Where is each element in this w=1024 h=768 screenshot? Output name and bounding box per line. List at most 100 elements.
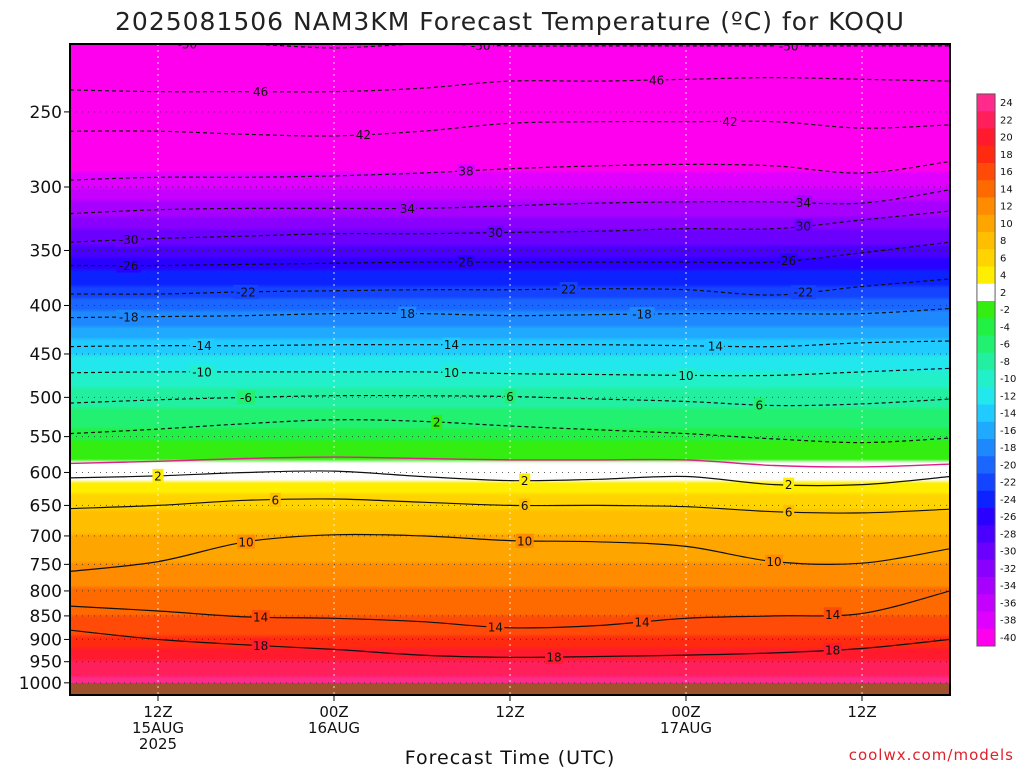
y-tick-label: 750	[30, 555, 62, 575]
y-tick-label: 300	[30, 178, 62, 198]
colorbar-swatch	[977, 283, 995, 302]
colorbar-label: -24	[1000, 495, 1016, 506]
y-tick-label: 900	[30, 630, 62, 650]
contour-label-bg	[794, 218, 813, 233]
colorbar-label: 6	[1000, 253, 1006, 264]
contour-label-bg	[790, 285, 816, 300]
colorbar-label: 22	[1000, 115, 1013, 126]
contour-label-bg	[468, 44, 494, 53]
colorbar-outline	[976, 93, 996, 647]
contour-label-bg	[116, 232, 142, 247]
colorbar-swatch	[977, 352, 995, 371]
contour-label: 6	[506, 390, 514, 404]
x-tick-label: 2025	[139, 735, 177, 753]
x-axis-label: Forecast Time (UTC)	[405, 747, 615, 768]
x-tick-label: 12Z	[143, 703, 172, 721]
contour-label: -18	[632, 308, 652, 322]
contour-line	[70, 340, 950, 348]
x-tick-label: 15AUG	[132, 719, 184, 737]
y-tick-label: 600	[30, 463, 62, 483]
contour-label: 26	[781, 254, 796, 268]
contour-label-bg	[765, 554, 783, 569]
contour-label: 46	[649, 73, 664, 87]
y-tick-label: 800	[30, 582, 62, 602]
colorbar-swatch	[977, 301, 995, 319]
colorbar-label: 12	[1000, 202, 1013, 213]
contour-label-bg	[174, 44, 200, 51]
contour-label: 2	[785, 478, 793, 492]
y-tick-label: 500	[30, 388, 62, 408]
contour-line	[70, 456, 950, 468]
contour-label: -26	[119, 259, 139, 273]
y-tick-label: 950	[30, 653, 62, 673]
contour-label-bg	[794, 195, 813, 210]
contour-label-bg	[398, 306, 417, 321]
contour-label-bg	[706, 338, 725, 353]
contour-label-bg	[269, 492, 281, 507]
contour-label-bg	[457, 163, 475, 178]
colorbar: 24 22 20 18 16 14 12 10 8 6 4 2 -2 -4 -6 -8 -10 -12 -14 -16…	[976, 93, 1016, 647]
contour-label: -50	[471, 39, 491, 53]
contour-label: 2	[521, 474, 529, 488]
colorbar-label: -18	[1000, 443, 1016, 454]
contour-label-bg	[486, 225, 505, 240]
x-tick-label: 12Z	[495, 703, 524, 721]
colorbar-swatch	[977, 508, 995, 526]
credit-link[interactable]: coolwx.com/models	[849, 746, 1014, 764]
contour-label: -18	[119, 310, 139, 324]
contour-label-bg	[189, 338, 215, 353]
contour-label-bg	[783, 504, 795, 519]
y-tick-label: 250	[30, 103, 62, 123]
contour-label-bg	[431, 415, 443, 430]
colorbar-label: 14	[1000, 184, 1013, 195]
contour-label: 2	[433, 416, 441, 430]
colorbar-swatch	[977, 94, 995, 112]
contour-label: 14	[488, 620, 503, 634]
contour-label: -50	[178, 38, 198, 52]
contour-label: 10	[238, 535, 253, 549]
y-tick-label: 700	[30, 527, 62, 547]
colorbar-label: 10	[1000, 219, 1013, 230]
contour-label: 10	[444, 366, 459, 380]
contour-label-bg	[189, 364, 215, 379]
contour-label: 14	[708, 339, 723, 353]
contour-label: 42	[722, 115, 737, 129]
x-tick-label: 00Z	[319, 703, 348, 721]
colorbar-label: -32	[1000, 564, 1016, 575]
contour-label: 14	[634, 615, 649, 629]
colorbar-swatch	[977, 490, 995, 509]
y-axis: 250 300 350 400 450 500 550 600 650 700 750 800 850 9…	[19, 103, 70, 694]
colorbar-swatch	[977, 525, 995, 543]
contour-label-bg	[519, 473, 531, 488]
ground-surface	[71, 683, 949, 695]
contour-label-bg	[776, 44, 802, 53]
colorbar-label: -40	[1000, 633, 1016, 644]
colorbar-label: 24	[1000, 98, 1013, 109]
contour-label: 18	[825, 643, 840, 657]
contour-line	[70, 367, 950, 377]
chart-title: 2025081506 NAM3KM Forecast Temperature (…	[115, 7, 905, 36]
contour-line	[70, 470, 950, 487]
contour-label: -50	[779, 39, 799, 53]
contour-label: -22	[236, 285, 256, 299]
y-tick-label: 400	[30, 296, 62, 316]
contour-label-bg	[116, 258, 142, 273]
x-tick-label: 12Z	[847, 703, 876, 721]
colorbar-label: -34	[1000, 581, 1016, 592]
colorbar-swatch	[977, 180, 995, 198]
colorbar-label: -12	[1000, 391, 1016, 402]
contour-label: 6	[756, 398, 764, 412]
contour-label-bg	[251, 638, 270, 653]
colorbar-label: -10	[1000, 374, 1016, 385]
contour-line	[70, 629, 950, 658]
contour-label: 42	[356, 128, 371, 142]
contour-label-bg	[237, 390, 255, 405]
colorbar-swatch	[977, 145, 995, 164]
colorbar-label: 8	[1000, 236, 1006, 247]
x-tick-label: 16AUG	[308, 719, 360, 737]
colorbar-label: 2	[1000, 288, 1006, 299]
colorbar-swatch	[977, 111, 995, 129]
x-tick-label: 00Z	[671, 703, 700, 721]
